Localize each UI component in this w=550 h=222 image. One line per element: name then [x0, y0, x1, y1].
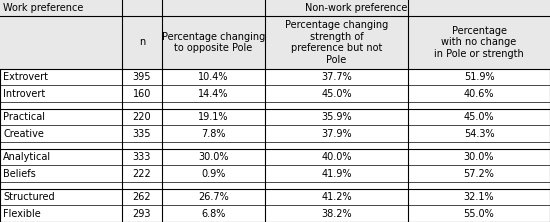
Text: 222: 222	[133, 169, 151, 179]
Text: 30.0%: 30.0%	[464, 152, 494, 162]
Text: 30.0%: 30.0%	[198, 152, 229, 162]
Text: 40.0%: 40.0%	[321, 152, 352, 162]
Text: Percentage
with no change
in Pole or strength: Percentage with no change in Pole or str…	[434, 26, 524, 59]
Text: 40.6%: 40.6%	[464, 89, 494, 99]
Text: 41.9%: 41.9%	[321, 169, 352, 179]
Text: 51.9%: 51.9%	[464, 72, 494, 82]
Text: 45.0%: 45.0%	[321, 89, 352, 99]
Text: 38.2%: 38.2%	[321, 209, 352, 219]
Text: Non-work preference: Non-work preference	[305, 3, 407, 13]
Text: 37.9%: 37.9%	[321, 129, 352, 139]
Text: 7.8%: 7.8%	[201, 129, 225, 139]
Text: 333: 333	[133, 152, 151, 162]
Text: Practical: Practical	[3, 112, 45, 122]
Text: Flexible: Flexible	[3, 209, 41, 219]
Text: Beliefs: Beliefs	[3, 169, 36, 179]
Text: 220: 220	[133, 112, 151, 122]
Text: 0.9%: 0.9%	[201, 169, 225, 179]
Text: 293: 293	[133, 209, 151, 219]
Text: Percentage changing
strength of
preference but not
Pole: Percentage changing strength of preferen…	[285, 20, 388, 65]
Text: 19.1%: 19.1%	[198, 112, 229, 122]
Text: Structured: Structured	[3, 192, 54, 202]
Bar	[0, 0, 550, 16]
Text: Extrovert: Extrovert	[3, 72, 48, 82]
Text: 6.8%: 6.8%	[201, 209, 225, 219]
Text: 160: 160	[133, 89, 151, 99]
Text: 54.3%: 54.3%	[464, 129, 494, 139]
Text: 55.0%: 55.0%	[464, 209, 494, 219]
Text: 262: 262	[133, 192, 151, 202]
Bar	[0, 16, 550, 69]
Text: 57.2%: 57.2%	[464, 169, 494, 179]
Text: Introvert: Introvert	[3, 89, 45, 99]
Text: 395: 395	[133, 72, 151, 82]
Text: 26.7%: 26.7%	[198, 192, 229, 202]
Text: 45.0%: 45.0%	[464, 112, 494, 122]
Text: 10.4%: 10.4%	[198, 72, 229, 82]
Text: 14.4%: 14.4%	[198, 89, 229, 99]
Text: Creative: Creative	[3, 129, 44, 139]
Text: Analytical: Analytical	[3, 152, 51, 162]
Text: Percentage changing
to opposite Pole: Percentage changing to opposite Pole	[162, 32, 265, 53]
Text: 335: 335	[133, 129, 151, 139]
Text: 37.7%: 37.7%	[321, 72, 352, 82]
Text: 32.1%: 32.1%	[464, 192, 494, 202]
Text: n: n	[139, 37, 145, 47]
Text: 35.9%: 35.9%	[321, 112, 352, 122]
Text: Work preference: Work preference	[3, 3, 84, 13]
Text: 41.2%: 41.2%	[321, 192, 352, 202]
